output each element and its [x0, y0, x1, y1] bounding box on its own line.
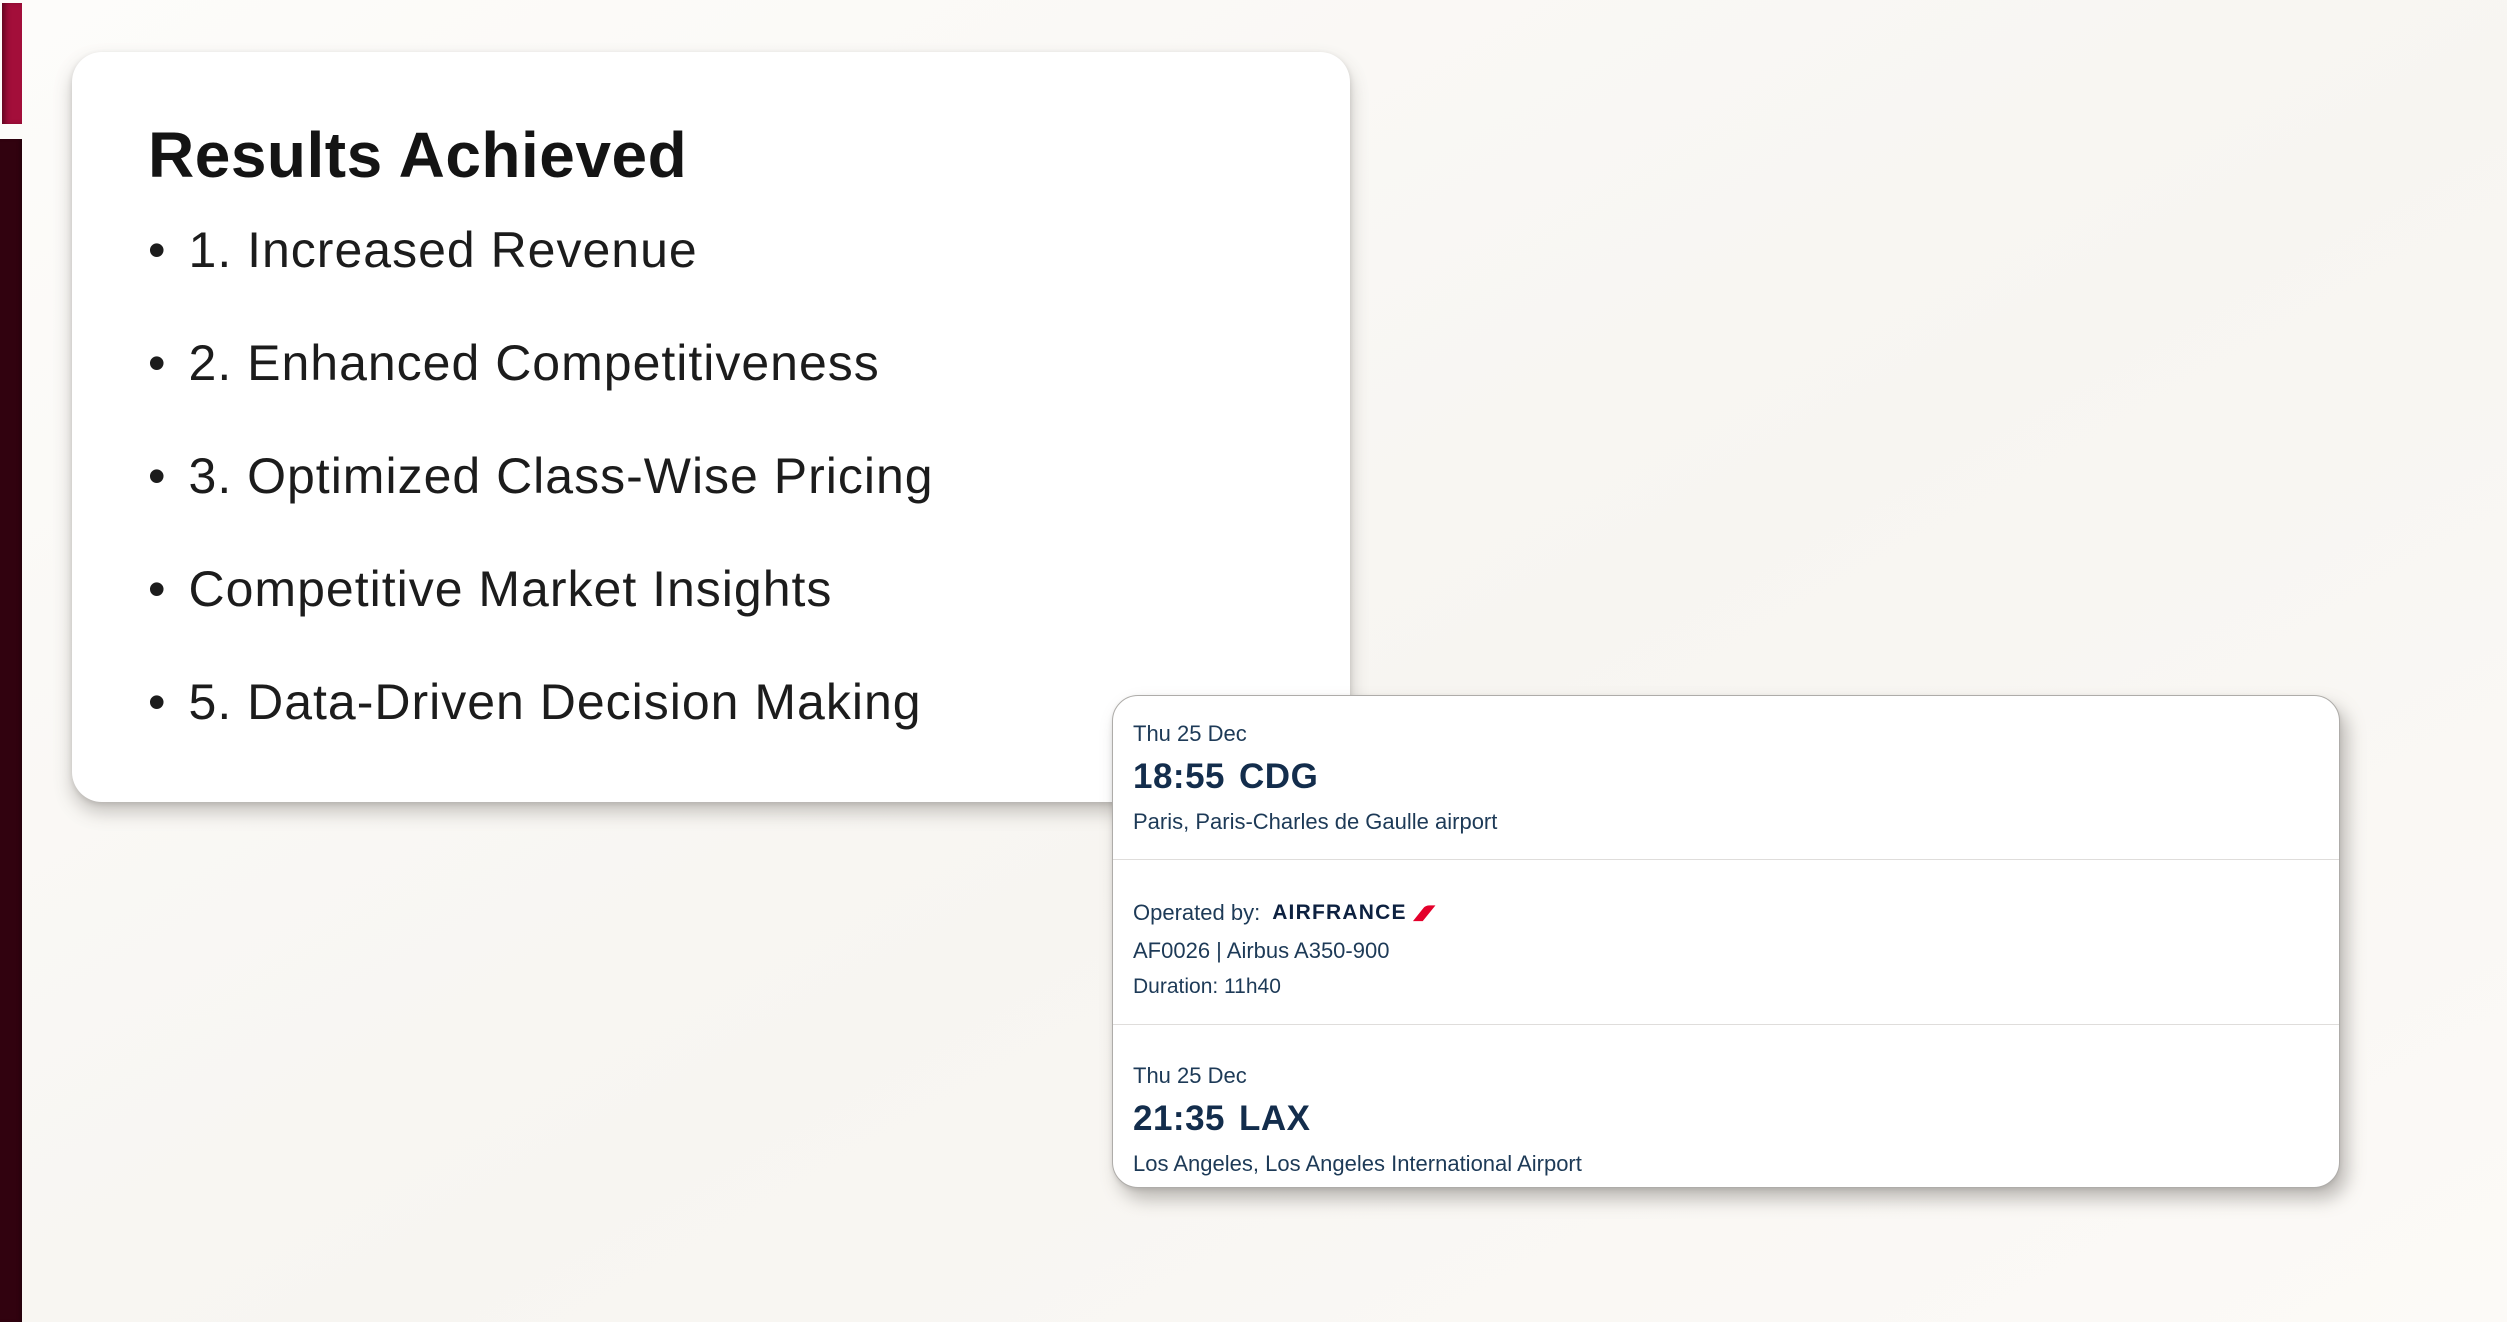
bullet-marker: •	[148, 673, 167, 730]
bullet-marker: •	[148, 334, 167, 391]
flight-card: Thu 25 Dec 18:55 CDG Paris, Paris-Charles…	[1112, 695, 2340, 1188]
list-item: • 5. Data-Driven Decision Making	[148, 645, 1310, 758]
airfrance-wordmark: AIRFRANCE	[1272, 901, 1407, 924]
bullet-marker: •	[148, 560, 167, 617]
results-list: • 1. Increased Revenue • 2. Enhanced Com…	[148, 193, 1310, 758]
arrival-date: Thu 25 Dec	[1133, 1063, 1247, 1088]
flight-duration: Duration: 11h40	[1133, 975, 1281, 998]
departure-time: 18:55	[1133, 757, 1226, 796]
list-item: • Competitive Market Insights	[148, 532, 1310, 645]
results-title: Results Achieved	[148, 119, 688, 191]
results-card: Results Achieved • 1. Increased Revenue …	[72, 52, 1350, 802]
bullet-marker: •	[148, 447, 167, 504]
list-item-label: Competitive Market Insights	[188, 560, 833, 617]
departure-time-row: 18:55 CDG	[1133, 756, 2315, 798]
operating-info-section: Operated by: AIRFRANCE AF0026 | Airbus A…	[1113, 860, 2339, 1025]
accent-bar-bottom	[0, 139, 22, 1322]
bullet-marker: •	[148, 221, 167, 278]
accent-bar-top	[2, 3, 22, 124]
list-item-label: 3. Optimized Class-Wise Pricing	[188, 447, 934, 504]
departure-airport-code: CDG	[1239, 757, 1319, 796]
operated-by-label: Operated by:	[1133, 900, 1261, 925]
list-item: • 3. Optimized Class-Wise Pricing	[148, 419, 1310, 532]
arrival-time-row: 21:35 LAX	[1133, 1098, 2315, 1140]
list-item-label: 5. Data-Driven Decision Making	[188, 673, 922, 730]
flight-number-aircraft: AF0026 | Airbus A350-900	[1133, 938, 1390, 963]
arrival-time: 21:35	[1133, 1099, 1226, 1138]
airfrance-accent-icon	[1412, 904, 1436, 921]
list-item-label: 1. Increased Revenue	[188, 221, 698, 278]
arrival-airport-name: Los Angeles, Los Angeles International A…	[1133, 1151, 1582, 1176]
list-item: • 1. Increased Revenue	[148, 193, 1310, 306]
arrival-section: Thu 25 Dec 21:35 LAX Los Angeles, Los Ang…	[1113, 1025, 2339, 1187]
departure-date: Thu 25 Dec	[1133, 721, 1247, 746]
airfrance-logo: AIRFRANCE	[1272, 900, 1436, 926]
operated-by-row: Operated by: AIRFRANCE	[1133, 900, 2315, 926]
departure-airport-name: Paris, Paris-Charles de Gaulle airport	[1133, 809, 1498, 834]
arrival-airport-code: LAX	[1239, 1099, 1311, 1138]
list-item-label: 2. Enhanced Competitiveness	[188, 334, 880, 391]
list-item: • 2. Enhanced Competitiveness	[148, 306, 1310, 419]
departure-section: Thu 25 Dec 18:55 CDG Paris, Paris-Charles…	[1113, 696, 2339, 860]
